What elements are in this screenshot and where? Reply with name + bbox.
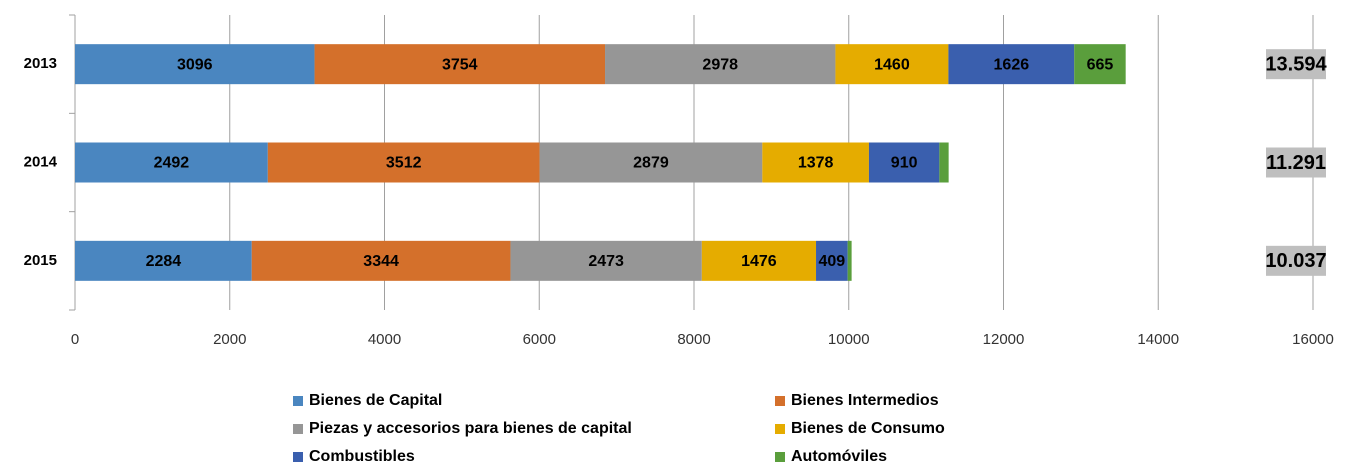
- bar-segment: [75, 240, 252, 281]
- data-label: 665: [1087, 56, 1114, 73]
- legend-label: Piezas y accesorios para bienes de capit…: [309, 420, 632, 437]
- legend-swatch: [775, 424, 785, 434]
- x-tick-label: 14000: [1137, 331, 1179, 348]
- x-tick-label: 10000: [828, 331, 870, 348]
- total-box: [1266, 49, 1326, 80]
- data-label: 2473: [588, 253, 624, 270]
- x-tick-label: 0: [71, 331, 79, 348]
- bar-segment: [539, 142, 763, 183]
- legend-label: Combustibles: [309, 448, 415, 465]
- x-tick-label: 12000: [983, 331, 1025, 348]
- legend-label: Bienes Intermedios: [791, 392, 939, 409]
- y-tick-label: 2015: [24, 252, 57, 269]
- total-label: 11.291: [1266, 152, 1326, 174]
- data-label: 1476: [741, 253, 777, 270]
- data-label: 3754: [442, 56, 478, 73]
- data-label: 2492: [154, 155, 190, 172]
- bar-segment: [267, 142, 540, 183]
- legend-swatch: [293, 452, 303, 462]
- x-tick-label: 16000: [1292, 331, 1334, 348]
- total-label: 13.594: [1265, 53, 1327, 75]
- legend-swatch: [293, 424, 303, 434]
- bar-segment: [762, 142, 869, 183]
- data-label: 3512: [386, 155, 422, 172]
- data-label: 2978: [702, 56, 738, 73]
- data-label: 3096: [177, 56, 213, 73]
- data-label: 1626: [994, 56, 1030, 73]
- bar-segment: [835, 44, 949, 85]
- x-tick-label: 4000: [368, 331, 401, 348]
- x-tick-label: 6000: [523, 331, 556, 348]
- bar-segment: [948, 44, 1075, 85]
- bar-segment: [75, 142, 268, 183]
- legend-swatch: [293, 396, 303, 406]
- bar-segment: [75, 44, 315, 85]
- bar-segment: [701, 240, 817, 281]
- bar-segment: [605, 44, 836, 85]
- data-label: 409: [818, 253, 845, 270]
- legend-label: Bienes de Consumo: [791, 420, 945, 437]
- bar-segment: [1074, 44, 1126, 85]
- y-tick-label: 2014: [24, 153, 58, 170]
- total-box: [1266, 245, 1326, 276]
- data-label: 910: [891, 155, 918, 172]
- legend-swatch: [775, 396, 785, 406]
- legend-label: Automóviles: [791, 448, 887, 465]
- x-tick-label: 2000: [213, 331, 246, 348]
- bar-segment: [816, 240, 848, 281]
- bar-segment: [939, 142, 949, 183]
- legend-swatch: [775, 452, 785, 462]
- bar-segment: [251, 240, 511, 281]
- data-label: 3344: [363, 253, 399, 270]
- data-label: 2284: [146, 253, 182, 270]
- bar-segment: [847, 240, 852, 281]
- data-label: 1378: [798, 155, 834, 172]
- data-label: 1460: [874, 56, 910, 73]
- bar-segment: [510, 240, 702, 281]
- bar-segment: [868, 142, 940, 183]
- legend-label: Bienes de Capital: [309, 392, 442, 409]
- total-box: [1266, 147, 1326, 178]
- bar-segment: [314, 44, 606, 85]
- x-tick-label: 8000: [677, 331, 710, 348]
- y-tick-label: 2013: [24, 55, 57, 72]
- data-label: 2879: [633, 155, 669, 172]
- total-label: 10.037: [1265, 250, 1326, 272]
